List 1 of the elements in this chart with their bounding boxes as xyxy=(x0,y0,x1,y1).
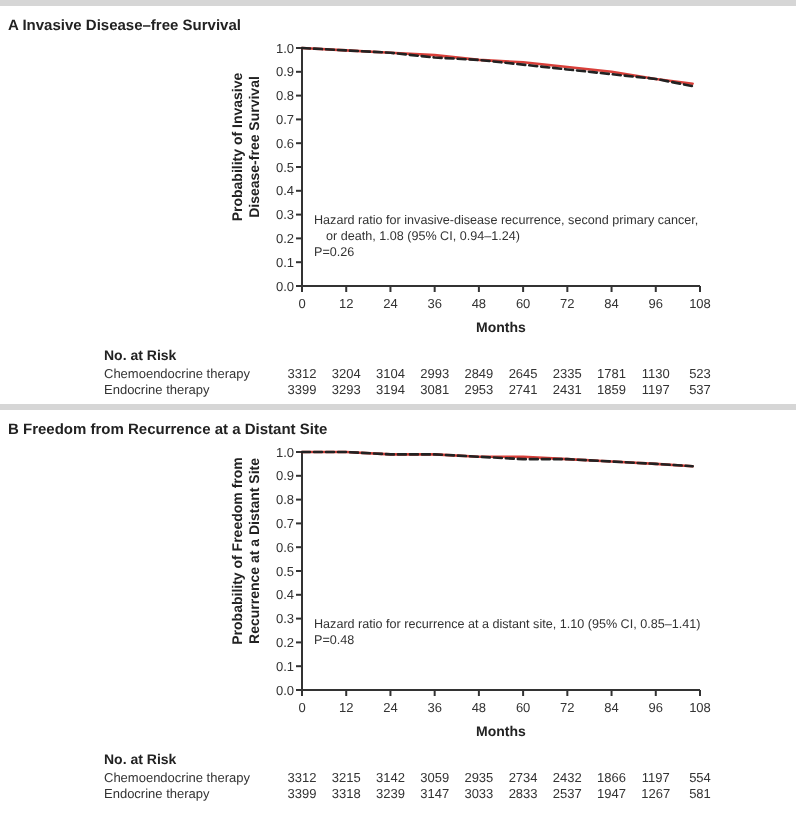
line-series xyxy=(300,450,694,468)
